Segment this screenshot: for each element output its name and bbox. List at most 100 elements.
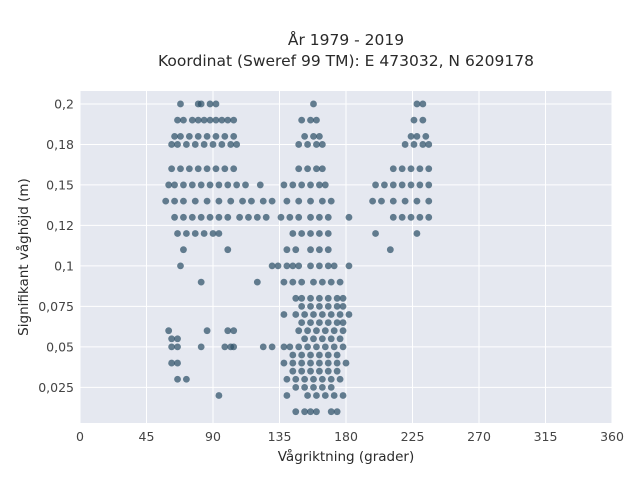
data-point xyxy=(298,319,306,326)
x-tick-labels: 0 45 90 135 180 225 270 315 360 xyxy=(76,429,624,444)
data-point xyxy=(200,141,208,148)
data-point xyxy=(336,278,344,286)
data-point xyxy=(183,230,190,237)
data-point xyxy=(327,408,335,416)
data-point xyxy=(268,262,276,270)
data-point xyxy=(183,141,190,148)
data-point xyxy=(313,165,320,173)
data-point xyxy=(333,351,341,359)
data-point xyxy=(324,294,332,302)
data-point xyxy=(280,343,288,351)
data-point xyxy=(401,141,409,148)
data-point xyxy=(407,181,415,189)
data-point xyxy=(295,327,303,335)
data-point xyxy=(218,116,226,124)
data-point xyxy=(369,197,376,205)
y-tick-label: 0,1 xyxy=(54,258,74,273)
data-point xyxy=(259,343,267,351)
data-point xyxy=(197,213,205,221)
data-points xyxy=(162,100,433,416)
data-point xyxy=(307,213,314,221)
y-tick-label: 0,15 xyxy=(46,177,74,192)
data-point xyxy=(262,213,270,221)
data-point xyxy=(283,197,291,205)
data-point xyxy=(339,319,347,326)
data-point xyxy=(289,262,297,270)
x-tick-label: 135 xyxy=(268,429,292,444)
data-point xyxy=(168,343,176,351)
data-point xyxy=(301,132,309,140)
data-point xyxy=(227,141,235,148)
y-axis-label: Signifikant våghöjd (m) xyxy=(15,178,32,336)
data-point xyxy=(316,213,323,221)
data-point xyxy=(327,197,335,205)
data-point xyxy=(321,343,329,351)
data-point xyxy=(316,246,323,254)
data-point xyxy=(310,132,317,140)
x-tick-label: 315 xyxy=(534,429,558,444)
data-point xyxy=(185,132,193,140)
data-point xyxy=(342,359,350,367)
data-point xyxy=(336,375,344,383)
data-point xyxy=(310,100,317,108)
data-point xyxy=(174,343,181,351)
x-tick-label: 90 xyxy=(205,429,221,444)
data-point xyxy=(301,335,309,343)
data-point xyxy=(316,230,323,237)
data-point xyxy=(180,197,187,205)
data-point xyxy=(194,165,202,173)
data-point xyxy=(413,197,421,205)
data-point xyxy=(177,132,184,140)
data-point xyxy=(203,132,211,140)
data-point xyxy=(339,294,347,302)
data-point xyxy=(398,181,406,189)
data-point xyxy=(318,375,326,383)
data-point xyxy=(289,359,297,367)
data-point xyxy=(191,230,199,237)
data-point xyxy=(177,100,184,108)
data-point xyxy=(316,132,323,140)
data-point xyxy=(298,302,306,310)
data-point xyxy=(345,213,353,221)
data-point xyxy=(218,141,226,148)
data-point xyxy=(310,335,317,343)
data-point xyxy=(174,116,181,124)
data-point xyxy=(318,335,326,343)
data-point xyxy=(230,132,238,140)
data-point xyxy=(292,383,300,391)
y-tick-label: 0,12 xyxy=(46,218,74,233)
data-point xyxy=(292,375,300,383)
data-point xyxy=(324,246,332,254)
chart-title: År 1979 - 2019 xyxy=(288,30,404,49)
data-point xyxy=(289,278,297,286)
data-point xyxy=(292,311,300,318)
y-tick-labels: 0,025 0,05 0,075 0,1 0,12 0,15 0,18 0,2 xyxy=(38,96,74,394)
data-point xyxy=(180,246,187,254)
data-point xyxy=(333,302,341,310)
data-point xyxy=(307,230,314,237)
data-point xyxy=(289,181,297,189)
y-tick-label: 0,2 xyxy=(54,96,74,111)
data-point xyxy=(171,213,178,221)
data-point xyxy=(413,132,421,140)
data-point xyxy=(239,197,246,205)
data-point xyxy=(180,181,187,189)
data-point xyxy=(416,213,424,221)
data-point xyxy=(295,213,303,221)
data-point xyxy=(298,278,306,286)
data-point xyxy=(307,246,314,254)
data-point xyxy=(301,383,309,391)
data-point xyxy=(215,230,223,237)
data-point xyxy=(203,327,211,335)
data-point xyxy=(307,262,314,270)
data-point xyxy=(339,302,347,310)
y-tick-label: 0,18 xyxy=(46,137,74,152)
data-point xyxy=(283,392,291,399)
data-point xyxy=(289,230,297,237)
data-point xyxy=(389,197,397,205)
data-point xyxy=(183,375,190,383)
data-point xyxy=(283,262,291,270)
data-point xyxy=(236,213,244,221)
data-point xyxy=(200,116,208,124)
data-point xyxy=(221,165,229,173)
